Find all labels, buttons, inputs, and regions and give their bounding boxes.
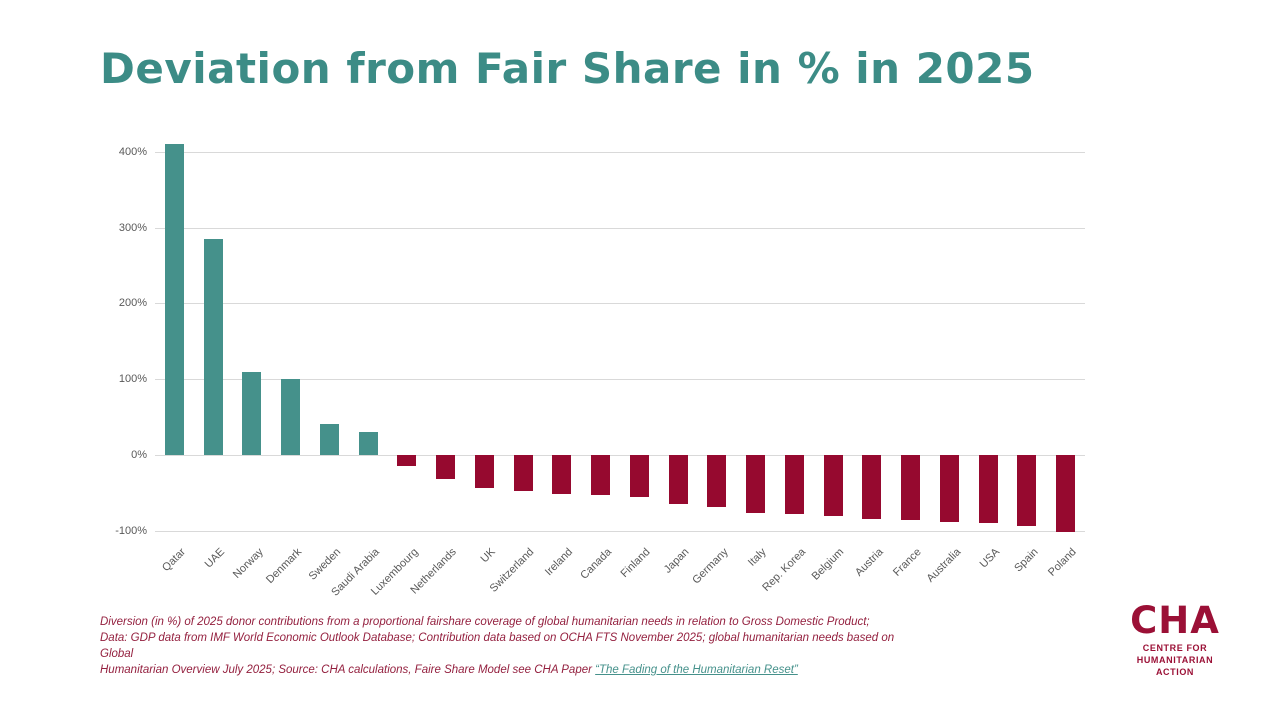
y-axis-tick-label: -100% [115, 524, 147, 537]
x-axis-category-label: Italy [746, 546, 770, 569]
cha-logo-subtitle-line-3: ACTION [1155, 667, 1195, 677]
x-axis-category-label: Norway [230, 546, 266, 581]
chart-bar-usa [978, 455, 998, 523]
gridline [155, 530, 1085, 532]
chart-bar-uk [474, 455, 494, 489]
x-axis-category-label: Australia [924, 546, 963, 585]
x-axis-category-label: UAE [202, 546, 227, 571]
x-axis-category-label: UK [478, 546, 498, 566]
x-axis-category-label: France [891, 546, 925, 579]
x-axis-category-label: Finland [618, 546, 653, 580]
footnote-line-2: Data: GDP data from IMF World Economic O… [100, 632, 895, 660]
chart-bar-switzerland [513, 455, 533, 492]
chart-bar-australia [939, 455, 959, 522]
chart-bar-italy [746, 455, 766, 513]
x-axis-category-label: Poland [1046, 546, 1080, 579]
cha-logo-subtitle-line-2: HUMANITARIAN [1136, 655, 1214, 665]
x-axis-category-label: USA [977, 546, 1002, 571]
page-title: Deviation from Fair Share in % in 2025 [100, 44, 1035, 93]
chart-bar-qatar [164, 144, 184, 455]
chart-bar-austria [862, 455, 882, 519]
chart-bar-rep-korea [784, 455, 804, 515]
chart-bar-uae [203, 239, 223, 455]
chart-bar-saudi-arabia [358, 431, 378, 455]
chart-bar-spain [1017, 455, 1037, 526]
footnote-line-1: Diversion (in %) of 2025 donor contribut… [100, 616, 870, 628]
y-axis-tick-label: 300% [118, 221, 147, 234]
cha-logo-acronym: CHA [1130, 599, 1220, 642]
chart-bar-france [901, 455, 921, 521]
footnote-link[interactable]: “The Fading of the Humanitarian Reset” [595, 664, 798, 676]
x-axis-category-label: Germany [689, 546, 731, 587]
cha-logo: CHA CENTRE FOR HUMANITARIAN ACTION [1108, 602, 1242, 678]
gridline [155, 151, 1085, 153]
x-axis-category-label: Qatar [159, 546, 188, 574]
chart-bar-denmark [281, 379, 301, 455]
x-axis-category-label: Ireland [543, 546, 576, 579]
cha-logo-subtitle: CENTRE FOR HUMANITARIAN ACTION [1108, 642, 1242, 678]
chart-bar-belgium [823, 455, 843, 516]
x-axis-category-label: Japan [661, 546, 692, 576]
footnote-line-3: Humanitarian Overview July 2025; Source:… [100, 662, 930, 678]
x-axis-category-label: Austria [852, 546, 886, 579]
footnote-line-3-text: Humanitarian Overview July 2025; Source:… [100, 664, 596, 676]
y-axis-tick-label: 100% [118, 373, 147, 386]
chart-bar-germany [707, 455, 727, 507]
chart-bar-netherlands [436, 455, 456, 480]
chart-bar-finland [629, 455, 649, 498]
chart-bar-poland [1056, 455, 1076, 532]
x-axis-category-label: Denmark [264, 546, 305, 587]
gridline [155, 379, 1085, 381]
gridline [155, 303, 1085, 305]
chart-bar-japan [668, 455, 688, 505]
x-axis-category-label: Sweden [306, 546, 343, 583]
cha-logo-subtitle-line-1: CENTRE FOR [1142, 643, 1208, 653]
gridline [155, 227, 1085, 229]
chart-bar-ireland [552, 455, 572, 494]
x-axis-category-label: Belgium [810, 546, 847, 583]
footnote: Diversion (in %) of 2025 donor contribut… [100, 614, 930, 678]
x-axis-category-label: Spain [1011, 546, 1041, 575]
y-axis-tick-label: 200% [118, 297, 147, 310]
x-axis-category-label: Canada [578, 546, 615, 582]
chart-bar-sweden [319, 423, 339, 455]
chart-bar-norway [242, 371, 262, 455]
chart-bar-canada [591, 455, 611, 496]
gridline [155, 455, 1085, 456]
y-axis-tick-label: 400% [118, 145, 147, 158]
chart-bar-luxembourg [397, 455, 417, 467]
y-axis-tick-label: 0% [131, 449, 147, 461]
